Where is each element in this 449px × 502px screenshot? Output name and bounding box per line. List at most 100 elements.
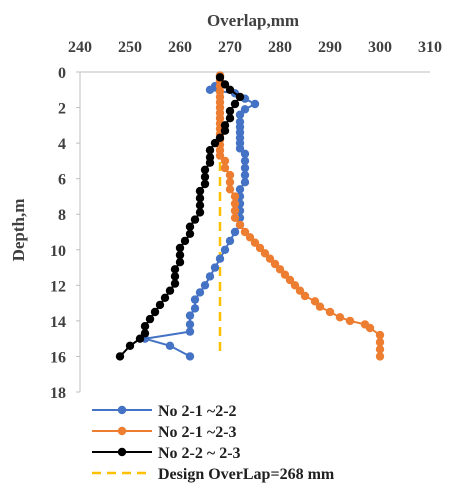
data-point [165,286,175,295]
data-point [155,300,165,310]
data-point [205,146,215,155]
data-point [230,206,240,215]
y-tick-label: 14 [50,314,66,331]
legend-label: No 2-2 ~ 2-3 [158,445,241,462]
data-point [235,185,245,194]
data-point [185,352,195,361]
legend: No 2-1 ~2-2 No 2-1 ~2-3 No 2-2 ~ 2-3 Design… [92,403,335,483]
data-point [240,163,250,173]
data-point [230,227,240,237]
data-point [215,254,225,263]
data-point [150,307,160,317]
data-point [200,281,210,290]
data-point [215,151,225,160]
data-point [375,352,385,361]
data-point [115,352,125,361]
data-point [375,338,385,347]
x-tick-label: 260 [168,39,192,56]
data-point [225,170,235,180]
data-point [170,279,180,288]
data-point [145,314,155,324]
data-point [185,327,195,336]
data-point [250,99,260,109]
data-point [315,302,325,311]
data-point [270,259,280,269]
data-point [240,105,250,114]
y-tick-label: 16 [50,349,66,366]
data-point [235,144,245,153]
legend-label: No 2-1 ~2-3 [158,424,237,441]
data-point [225,185,235,194]
data-point [235,220,245,230]
data-point [175,258,185,267]
data-point [185,320,195,329]
data-point [195,194,205,203]
data-point [170,272,180,281]
data-point [275,265,285,274]
data-point [220,156,230,166]
data-point [220,245,230,254]
y-tick-labels: 0 2 4 6 8 10 12 14 16 18 [50,65,80,402]
data-point [375,330,385,340]
data-point [240,170,250,180]
data-point [230,213,240,222]
data-point [240,156,250,166]
plot-area [115,71,385,361]
legend-swatch-marker [117,426,127,436]
data-point [180,236,190,246]
x-tick-label: 270 [218,39,242,56]
data-point [135,334,145,343]
data-point [195,186,205,196]
data-point [230,199,240,208]
y-tick-label: 2 [58,101,66,118]
y-tick-label: 12 [50,278,66,295]
legend-swatch-marker [117,447,127,457]
data-point [185,229,195,238]
data-point [175,250,185,260]
data-point [230,192,240,201]
data-point [225,106,235,116]
data-point [215,133,225,142]
data-point [235,110,245,119]
data-point [200,165,210,174]
y-tick-label: 10 [50,243,66,260]
data-point [190,304,200,313]
data-point [290,281,300,290]
data-point [240,149,250,158]
data-point [225,114,235,123]
data-point [260,249,270,258]
series-2 [115,73,245,361]
legend-label: No 2-1 ~2-2 [158,403,237,420]
data-point [235,92,245,102]
y-tick-label: 6 [58,172,66,189]
data-point [295,286,305,295]
data-point [195,288,205,297]
data-point [220,126,230,135]
data-point [225,85,235,95]
data-point [245,233,255,242]
data-point [160,293,170,302]
data-point [220,163,230,173]
data-point [200,179,210,189]
y-tick-label: 4 [58,136,66,153]
x-tick-label: 310 [418,39,442,56]
data-point [185,222,195,231]
data-point [200,172,210,182]
data-point [215,73,225,82]
legend-swatch-marker [117,405,127,415]
data-point [310,297,320,306]
data-point [345,316,355,326]
x-axis-title: Overlap,mm [207,11,299,30]
y-tick-label: 18 [50,385,66,402]
x-tick-label: 300 [368,39,392,56]
data-point [210,138,220,148]
data-point [255,243,265,253]
data-point [335,313,345,322]
data-point [240,178,250,187]
data-point [265,254,275,263]
x-tick-label: 290 [318,39,342,56]
x-tick-label: 240 [68,39,92,56]
data-point [190,215,200,224]
data-point [195,201,205,210]
